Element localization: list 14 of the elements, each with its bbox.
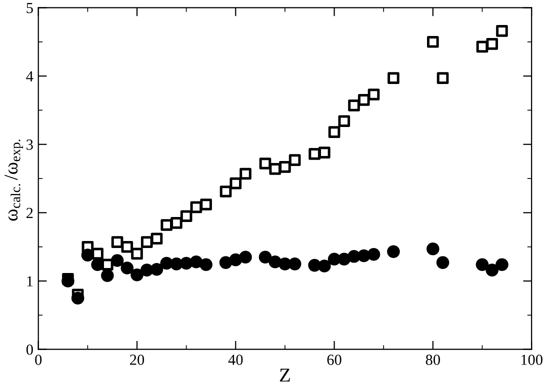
y-tick-label: 4 [26,71,34,82]
x-tick-label: 0 [35,354,42,365]
y-tick-label: 0 [26,344,33,355]
y-tick-label: 1 [27,276,33,286]
y-tick-label: 5 [26,3,33,14]
y-tick-label: 2 [26,208,33,218]
x-tick-label: 60 [327,354,342,365]
x-tick-label: 80 [426,354,440,365]
x-tick-label: 20 [130,354,144,365]
y-axis-title: ω$_{calc.}$/ω$_{exp.}$ [4,140,24,221]
x-tick-label: 40 [228,354,243,365]
x-tick-label: 100 [521,354,542,365]
x-axis-title: Z [280,368,290,382]
y-tick-label: 3 [26,140,33,150]
